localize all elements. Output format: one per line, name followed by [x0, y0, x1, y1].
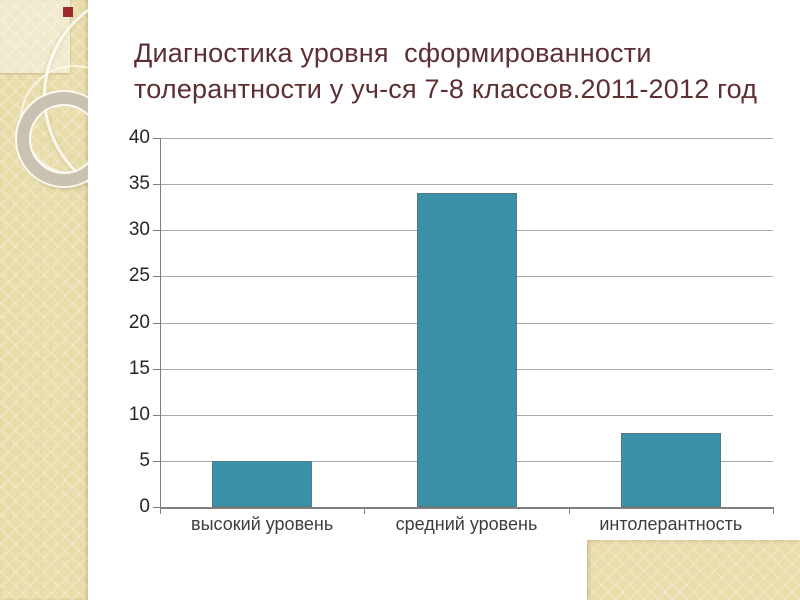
- y-axis-tick-label: 40: [128, 127, 150, 148]
- y-axis-tick-label: 10: [128, 403, 150, 425]
- y-axis-line: [160, 138, 161, 507]
- y-axis-tick-label: 5: [139, 449, 150, 471]
- y-axis-tick: [153, 368, 160, 370]
- gridline: [160, 138, 773, 139]
- slide-title-line1: Диагностика уровня сформированности: [134, 38, 652, 68]
- slide-title: Диагностика уровня сформированности толер…: [134, 36, 796, 107]
- x-axis-category-label: высокий уровень: [191, 514, 334, 534]
- accent-square-icon: [63, 7, 73, 17]
- sidebar-decoration: [0, 0, 88, 600]
- y-axis-tick-label: 30: [128, 219, 150, 241]
- y-axis-tick: [153, 414, 160, 416]
- bar: [416, 193, 517, 507]
- bar: [620, 433, 721, 507]
- gridline: [160, 184, 773, 186]
- x-axis-tick: [364, 507, 366, 514]
- y-axis-tick: [153, 322, 160, 324]
- y-axis-tick: [153, 138, 160, 139]
- footer-band-decoration: [587, 540, 800, 600]
- y-axis-tick-label: 20: [128, 311, 150, 333]
- y-axis-tick: [153, 276, 160, 278]
- y-axis-tick: [153, 460, 160, 462]
- y-axis-tick: [153, 230, 160, 232]
- x-axis-category-label: средний уровень: [395, 514, 538, 534]
- x-axis-line: [160, 507, 773, 509]
- y-axis-tick-label: 15: [128, 357, 150, 379]
- y-axis-tick: [153, 507, 160, 508]
- bar: [212, 460, 313, 507]
- x-axis-tick: [568, 507, 570, 514]
- y-axis-tick-label: 35: [128, 173, 150, 195]
- y-axis-tick-label: 0: [139, 496, 150, 517]
- slide-title-line2: толерантности у уч-ся 7-8 классов.2011-2…: [134, 73, 758, 104]
- x-axis-tick: [773, 507, 774, 514]
- y-axis-tick-label: 25: [128, 265, 150, 287]
- y-axis-tick: [153, 184, 160, 186]
- x-axis-category-label: интолерантность: [599, 514, 743, 534]
- x-axis-tick: [160, 507, 161, 514]
